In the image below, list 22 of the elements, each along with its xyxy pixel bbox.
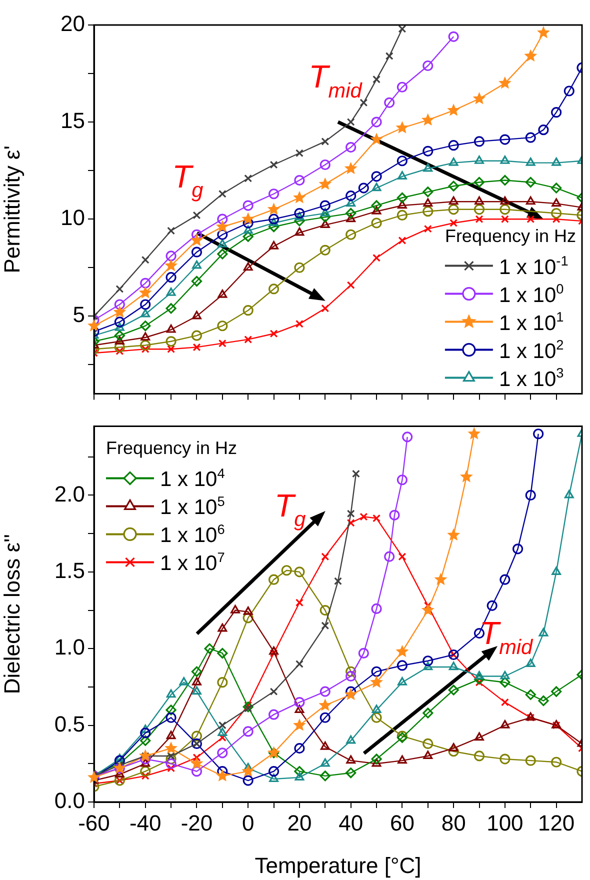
x-tick-label: 80 xyxy=(441,810,466,836)
y-tick-label: 1.5 xyxy=(54,558,85,583)
y-axis-title: Permittivity ε' xyxy=(0,146,24,274)
y-tick-label: 10 xyxy=(60,205,85,230)
x-axis-title: Temperature [°C] xyxy=(254,852,422,878)
legend-title: Frequency in Hz xyxy=(106,438,238,458)
y-tick-label: 0.5 xyxy=(54,711,85,736)
x-tick-label: 120 xyxy=(538,810,575,836)
x-tick-label: 100 xyxy=(486,810,524,836)
x-tick-label: 20 xyxy=(287,810,312,836)
x-tick-label: 0 xyxy=(242,810,254,836)
y-axis-title: Dielectric loss ε'' xyxy=(0,534,24,694)
y-tick-label: 15 xyxy=(60,108,85,134)
x-tick-label: 40 xyxy=(338,810,364,836)
y-tick-label: 20 xyxy=(60,11,85,36)
x-tick-label: -40 xyxy=(129,810,162,836)
y-tick-label: 2.0 xyxy=(54,481,85,506)
y-tick-label: 5 xyxy=(72,302,85,328)
legend-title: Frequency in Hz xyxy=(444,226,576,246)
x-tick-label: 60 xyxy=(390,810,414,836)
x-tick-label: -20 xyxy=(180,810,213,836)
y-tick-label: 1.0 xyxy=(54,634,85,660)
